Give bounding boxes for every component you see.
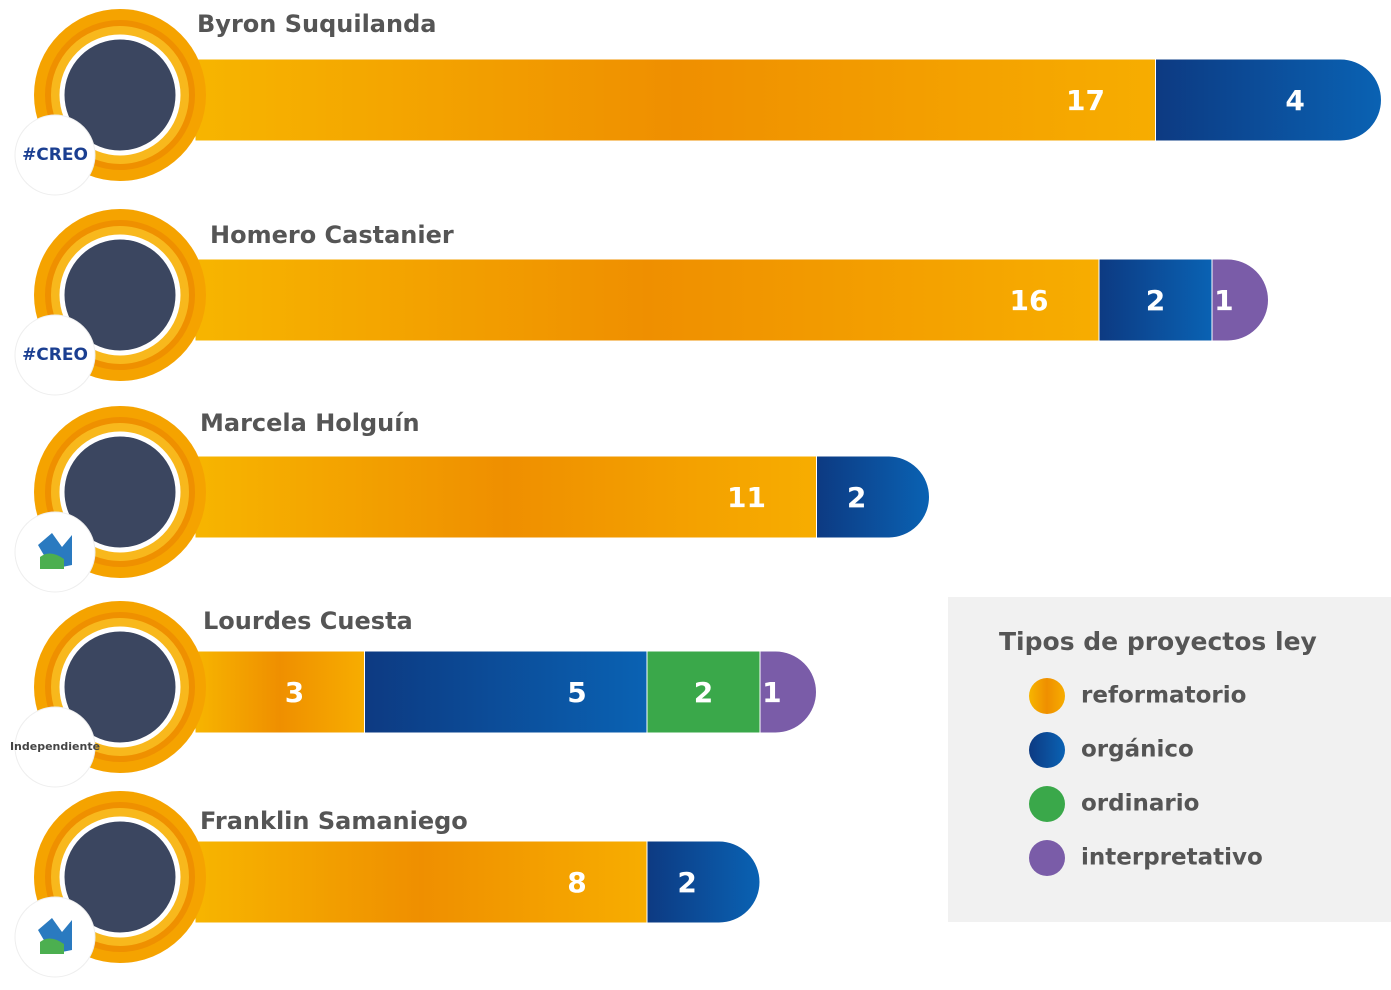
data-label: 2 <box>694 676 713 709</box>
person-name: Byron Suquilanda <box>197 10 436 38</box>
data-label: 4 <box>1285 84 1304 117</box>
data-label: 17 <box>1066 84 1105 117</box>
legend-swatch <box>1029 732 1065 768</box>
data-label: 3 <box>285 676 304 709</box>
party-logo-accent <box>40 938 64 954</box>
bar-segment <box>194 58 1156 142</box>
data-label: 2 <box>677 866 696 899</box>
legend-swatch <box>1029 840 1065 876</box>
party-badge <box>14 114 96 196</box>
data-label: 1 <box>762 676 781 709</box>
avatar-photo <box>59 34 181 156</box>
party-label: Independiente <box>10 740 100 753</box>
legend-swatch <box>1029 678 1065 714</box>
bar-segment <box>194 258 1100 342</box>
legend-label: interpretativo <box>1081 845 1263 871</box>
avatar-photo <box>59 626 181 748</box>
avatar-photo <box>59 816 181 938</box>
bar-segment <box>194 650 365 734</box>
person-name: Marcela Holguín <box>200 409 420 437</box>
legend-swatch <box>1029 786 1065 822</box>
legend-box <box>948 597 1391 922</box>
legend-label: orgánico <box>1081 737 1194 763</box>
avatar-photo <box>59 234 181 356</box>
bar-segment <box>364 650 648 734</box>
data-label: 5 <box>567 676 586 709</box>
legend-label: ordinario <box>1081 791 1199 817</box>
data-label: 11 <box>727 481 766 514</box>
legend-title: Tipos de proyectos ley <box>999 627 1317 656</box>
bar-segment <box>194 455 817 539</box>
data-label: 2 <box>847 481 866 514</box>
party-badge <box>14 706 96 788</box>
data-label: 2 <box>1146 284 1165 317</box>
party-logo-accent <box>40 553 64 569</box>
party-label: #CREO <box>22 345 88 365</box>
party-badge <box>14 314 96 396</box>
bar-segment <box>1211 258 1269 342</box>
bar-segment <box>1155 58 1382 142</box>
bar-segment <box>816 455 930 539</box>
bar-segment <box>646 840 761 924</box>
person-name: Homero Castanier <box>210 221 454 249</box>
data-label: 1 <box>1214 284 1233 317</box>
data-label: 8 <box>567 866 586 899</box>
person-name: Lourdes Cuesta <box>203 607 413 635</box>
bar-segment <box>759 650 817 734</box>
party-label: #CREO <box>22 145 88 165</box>
legend-label: reformatorio <box>1081 683 1246 709</box>
person-name: Franklin Samaniego <box>200 807 468 835</box>
data-label: 16 <box>1010 284 1049 317</box>
avatar-photo <box>59 431 181 553</box>
